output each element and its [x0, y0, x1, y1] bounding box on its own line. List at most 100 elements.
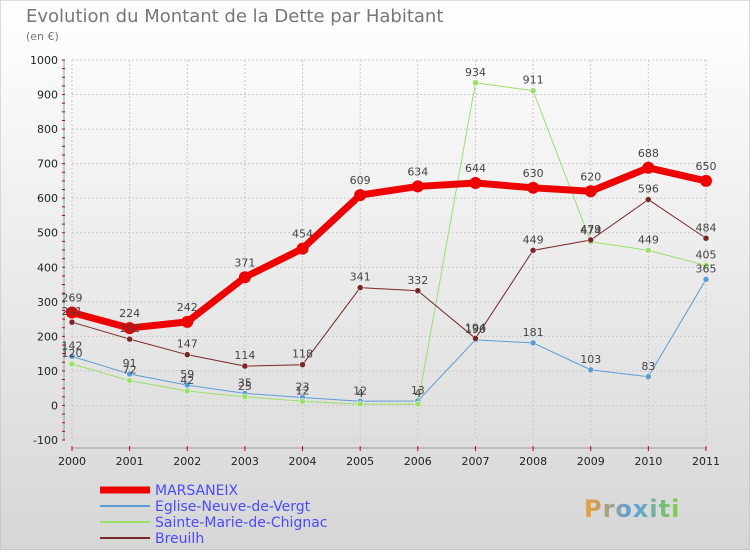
axes: -100 0 100 200 300 400 500 600 700 800 900 1000 2000… [30, 54, 720, 468]
data-point [414, 287, 422, 295]
data-point [126, 377, 133, 384]
data-label: 449 [523, 233, 544, 246]
data-point [356, 400, 364, 408]
data-label: 934 [465, 66, 486, 79]
data-label: 241 [62, 305, 83, 318]
data-point [587, 236, 594, 244]
x-tick-label: 2003 [231, 455, 259, 468]
data-point [472, 335, 479, 342]
chart-subtitle: (en €) [26, 30, 59, 43]
data-label: 147 [177, 338, 198, 351]
y-tick-label: 900 [37, 89, 58, 102]
data-point [299, 361, 306, 368]
data-label: 59 [180, 368, 194, 381]
series-line [71, 82, 707, 405]
data-point [184, 351, 191, 358]
data-label: 405 [696, 249, 717, 262]
y-tick-label: 500 [37, 227, 58, 240]
data-point [238, 271, 251, 284]
data-label: 91 [123, 357, 137, 370]
data-label: 181 [523, 326, 544, 339]
x-tick-label: 2002 [173, 455, 201, 468]
data-point [702, 276, 710, 283]
series-line [71, 199, 707, 367]
data-point [702, 235, 710, 242]
data-label: 142 [62, 339, 83, 352]
data-point [700, 174, 712, 187]
data-label: 911 [523, 74, 544, 87]
y-tick-label: 200 [37, 330, 58, 343]
data-label: 25 [238, 380, 252, 393]
legend-label: Sainte-Marie-de-Chignac [155, 515, 327, 531]
x-tick-label: 2009 [577, 455, 605, 468]
legend: MARSANEIXEglise-Neuve-de-VergtSainte-Mar… [100, 483, 327, 547]
data-label: 4 [414, 387, 421, 400]
series-line [71, 279, 707, 402]
x-tick-label: 2011 [692, 455, 720, 468]
data-label: 118 [292, 348, 313, 361]
data-point [356, 284, 364, 291]
y-tick-label: 0 [51, 399, 58, 412]
proxiti-watermark: Proxiti [584, 495, 680, 523]
x-tick-label: 2004 [289, 455, 317, 468]
data-point [529, 247, 537, 254]
data-point [241, 393, 249, 401]
data-label: 371 [234, 256, 255, 269]
data-point [645, 196, 652, 203]
data-point [241, 362, 249, 370]
data-point [472, 79, 479, 87]
data-label: 194 [465, 321, 486, 334]
data-label: 449 [638, 233, 659, 246]
series-line [71, 164, 707, 332]
data-label: 341 [350, 271, 371, 284]
data-point [296, 242, 309, 255]
y-tick-label: 600 [37, 192, 58, 205]
x-tick-label: 2008 [519, 455, 547, 468]
data-label: 634 [407, 165, 428, 178]
data-label: 83 [641, 360, 655, 373]
data-point [469, 176, 482, 189]
data-label: 23 [296, 381, 310, 394]
data-point [299, 398, 306, 405]
data-label: 688 [638, 147, 659, 160]
x-tick-label: 2007 [461, 455, 489, 468]
data-point [529, 339, 537, 347]
y-tick-label: 300 [37, 296, 58, 309]
x-tick-label: 2006 [404, 455, 432, 468]
data-point [68, 360, 76, 368]
data-label: 13 [411, 384, 425, 397]
data-point [181, 315, 194, 328]
data-point [66, 306, 78, 319]
x-tick-label: 2005 [346, 455, 374, 468]
data-label: 114 [234, 349, 255, 362]
data-point [354, 189, 367, 202]
data-point [584, 185, 597, 198]
data-point [702, 262, 710, 269]
data-label: 644 [465, 162, 486, 175]
data-label: 120 [62, 347, 83, 360]
x-tick-label: 2000 [58, 455, 86, 468]
data-label: 190 [465, 323, 486, 336]
data-label: 650 [696, 160, 717, 173]
data-label: 242 [177, 301, 198, 314]
data-label: 224 [119, 307, 140, 320]
data-label: 474 [580, 225, 601, 238]
data-point [126, 335, 133, 343]
data-point [414, 400, 422, 408]
data-point [645, 373, 652, 381]
data-point [126, 370, 133, 378]
data-point [411, 180, 424, 193]
x-tick-label: 2010 [634, 455, 662, 468]
data-point [645, 247, 652, 254]
data-label: 596 [638, 183, 659, 196]
data-label: 42 [180, 374, 194, 387]
data-label: 630 [523, 167, 544, 180]
data-label: 454 [292, 228, 313, 241]
data-point [642, 161, 655, 174]
data-label: 4 [357, 387, 364, 400]
data-label: 269 [62, 292, 83, 305]
legend-label: Eglise-Neuve-de-Vergt [155, 499, 311, 515]
